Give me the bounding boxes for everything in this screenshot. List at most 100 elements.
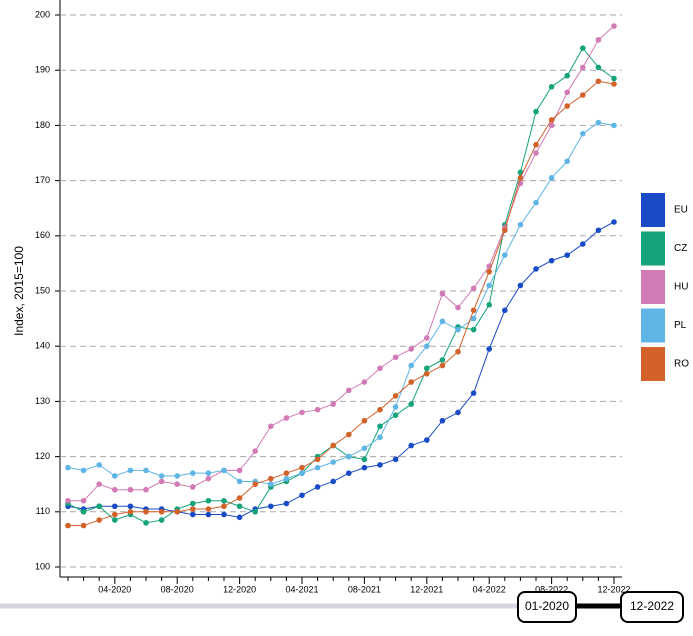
data-point [455, 304, 461, 311]
data-point [96, 503, 102, 510]
data-point [221, 503, 227, 510]
legend-swatch [641, 347, 665, 381]
data-point [486, 346, 493, 352]
data-point [330, 459, 337, 465]
data-point [158, 478, 165, 485]
data-point [408, 442, 415, 449]
data-point [377, 434, 383, 441]
data-point [127, 467, 134, 474]
y-tick-label: 130 [35, 396, 50, 406]
data-point [80, 467, 87, 474]
data-point [361, 379, 368, 385]
legend-label: HU [674, 282, 688, 293]
data-point [611, 23, 617, 29]
data-point [190, 506, 196, 512]
y-tick-label: 200 [35, 9, 50, 19]
data-point [470, 307, 477, 314]
x-tick-label: 08-2022 [535, 584, 568, 594]
data-point [283, 470, 290, 476]
data-point [65, 464, 71, 471]
data-point [143, 486, 149, 493]
data-point [221, 467, 227, 474]
data-point [502, 252, 508, 258]
data-point [439, 318, 446, 325]
data-point [548, 83, 555, 90]
data-point [580, 241, 586, 247]
data-point [158, 517, 165, 523]
x-tick-label: 04-2021 [285, 584, 318, 594]
y-tick-label: 120 [35, 451, 50, 461]
data-point [424, 365, 430, 372]
data-point [408, 379, 415, 385]
data-point [548, 257, 555, 264]
data-point [470, 285, 477, 292]
data-point [564, 103, 570, 109]
data-point [236, 467, 243, 474]
data-point [174, 473, 180, 479]
data-point [236, 514, 243, 521]
data-point [517, 221, 524, 228]
data-point [268, 475, 274, 482]
data-point [127, 509, 134, 515]
data-point [174, 509, 180, 515]
slider-end: 12-2022 [630, 599, 674, 613]
y-tick-label: 180 [35, 120, 50, 130]
data-point [283, 475, 290, 482]
data-point [283, 500, 290, 507]
data-point [377, 365, 383, 372]
data-point [330, 401, 337, 407]
data-point [361, 464, 368, 471]
data-point [611, 122, 617, 129]
data-point [424, 343, 430, 350]
x-tick-label: 12-2020 [223, 584, 256, 594]
data-point [268, 503, 274, 510]
data-point [361, 456, 368, 463]
data-point [408, 401, 415, 407]
data-point [65, 497, 71, 504]
data-point [564, 72, 570, 79]
x-tick-label: 12-2022 [597, 584, 630, 594]
data-point [611, 81, 617, 87]
data-point [533, 199, 539, 206]
data-point [533, 108, 539, 115]
data-point [143, 509, 149, 515]
y-axis-label: Index, 2015=100 [12, 246, 26, 336]
data-point [595, 119, 602, 126]
data-point [346, 387, 352, 394]
data-point [205, 470, 212, 476]
data-point [455, 326, 461, 333]
data-point [330, 442, 337, 449]
data-point [502, 227, 508, 234]
y-tick-label: 170 [35, 175, 50, 185]
data-point [283, 415, 290, 421]
data-point [486, 302, 493, 308]
data-point [330, 478, 337, 485]
x-tick-label: 08-2021 [348, 584, 381, 594]
data-point [190, 500, 196, 507]
data-point [392, 354, 399, 361]
data-point [236, 495, 243, 501]
data-point [205, 511, 212, 518]
slider-handle[interactable] [517, 591, 577, 623]
data-point [580, 130, 586, 137]
legend-label: EU [674, 205, 688, 216]
data-point [80, 522, 87, 529]
data-point [127, 503, 134, 510]
data-point [299, 464, 305, 471]
data-point [533, 141, 539, 148]
data-point [595, 37, 602, 43]
slider-handle[interactable] [620, 591, 684, 623]
data-point [268, 423, 274, 430]
data-point [486, 282, 493, 289]
data-point [361, 445, 368, 452]
data-point [112, 486, 118, 493]
data-point [80, 497, 87, 504]
data-point [346, 431, 352, 438]
data-point [80, 509, 87, 515]
x-tick-label: 08-2020 [161, 584, 194, 594]
y-tick-label: 110 [36, 506, 50, 516]
data-point [190, 511, 196, 518]
data-point [299, 409, 305, 416]
data-point [392, 412, 399, 419]
